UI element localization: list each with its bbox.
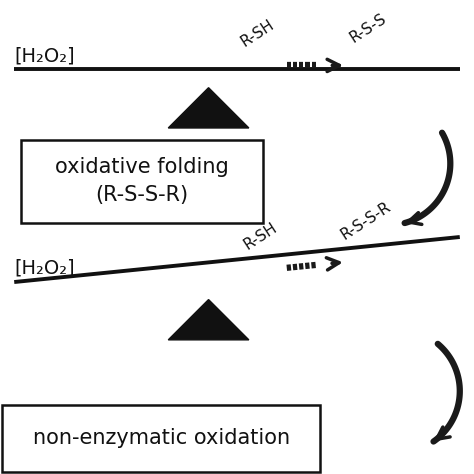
Text: non-enzymatic oxidation: non-enzymatic oxidation: [33, 428, 290, 448]
Polygon shape: [168, 88, 249, 128]
FancyBboxPatch shape: [2, 405, 320, 472]
Text: R-SH: R-SH: [241, 219, 280, 252]
Text: oxidative folding
(R-S-S-R): oxidative folding (R-S-S-R): [55, 157, 229, 205]
Text: [H₂O₂]: [H₂O₂]: [14, 258, 75, 277]
Text: R-S-S-R: R-S-S-R: [338, 199, 393, 243]
Text: R-SH: R-SH: [238, 17, 277, 50]
FancyBboxPatch shape: [21, 140, 263, 223]
Text: R-S-S: R-S-S: [347, 10, 390, 45]
Text: [H₂O₂]: [H₂O₂]: [14, 46, 75, 65]
Polygon shape: [168, 300, 249, 340]
